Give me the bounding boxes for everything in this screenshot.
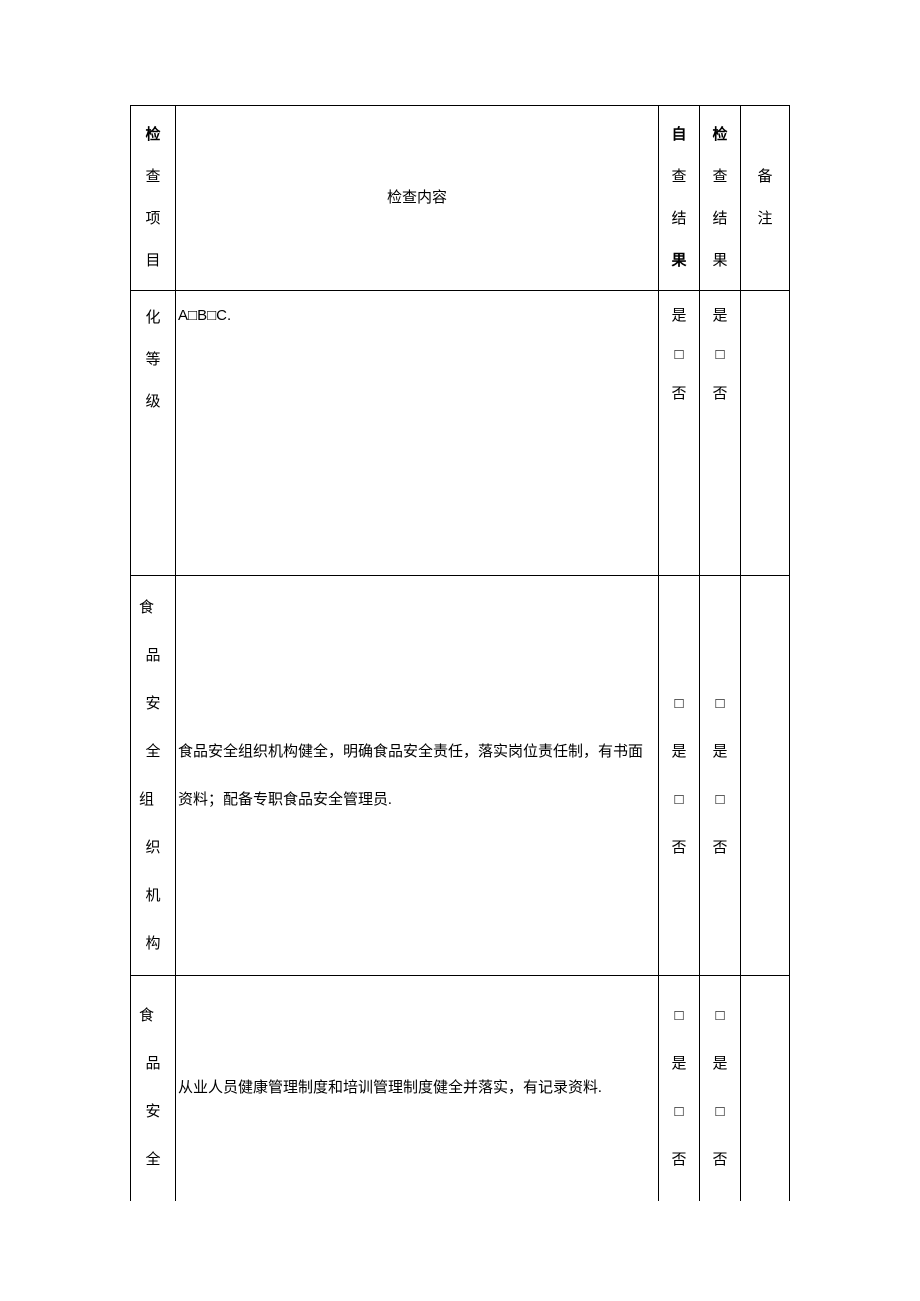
header-self-result: 自 查 结 果 bbox=[659, 106, 700, 291]
row-remark bbox=[741, 976, 790, 1201]
row-item: 食 品 安 全 组 织 机 构 bbox=[131, 576, 176, 976]
header-content: 检查内容 bbox=[176, 106, 659, 291]
row-content: A□B□C. bbox=[176, 291, 659, 576]
row-self-result: 是 □ 否 bbox=[659, 291, 700, 576]
header-check-result: 检 查 结 果 bbox=[700, 106, 741, 291]
row-content: 食品安全组织机构健全，明确食品安全责任，落实岗位责任制，有书面资料；配备专职食品… bbox=[176, 576, 659, 976]
row-remark bbox=[741, 291, 790, 576]
header-remark: 备 注 bbox=[741, 106, 790, 291]
row-self-result: □ 是 □ 否 bbox=[659, 576, 700, 976]
row-item: 食 品 安 全 bbox=[131, 976, 176, 1201]
inspection-table: 检 查 项 目 检查内容 自 查 结 果 检 查 结 果 bbox=[130, 105, 790, 1201]
header-item: 检 查 项 目 bbox=[131, 106, 176, 291]
row-check-result: □ 是 □ 否 bbox=[700, 976, 741, 1201]
row-item: 化 等 级 bbox=[131, 291, 176, 576]
row-self-result: □ 是 □ 否 bbox=[659, 976, 700, 1201]
row-content: 从业人员健康管理制度和培训管理制度健全并落实，有记录资料. bbox=[176, 976, 659, 1201]
row-remark bbox=[741, 576, 790, 976]
row-check-result: □ 是 □ 否 bbox=[700, 576, 741, 976]
row-check-result: 是 □ 否 bbox=[700, 291, 741, 576]
